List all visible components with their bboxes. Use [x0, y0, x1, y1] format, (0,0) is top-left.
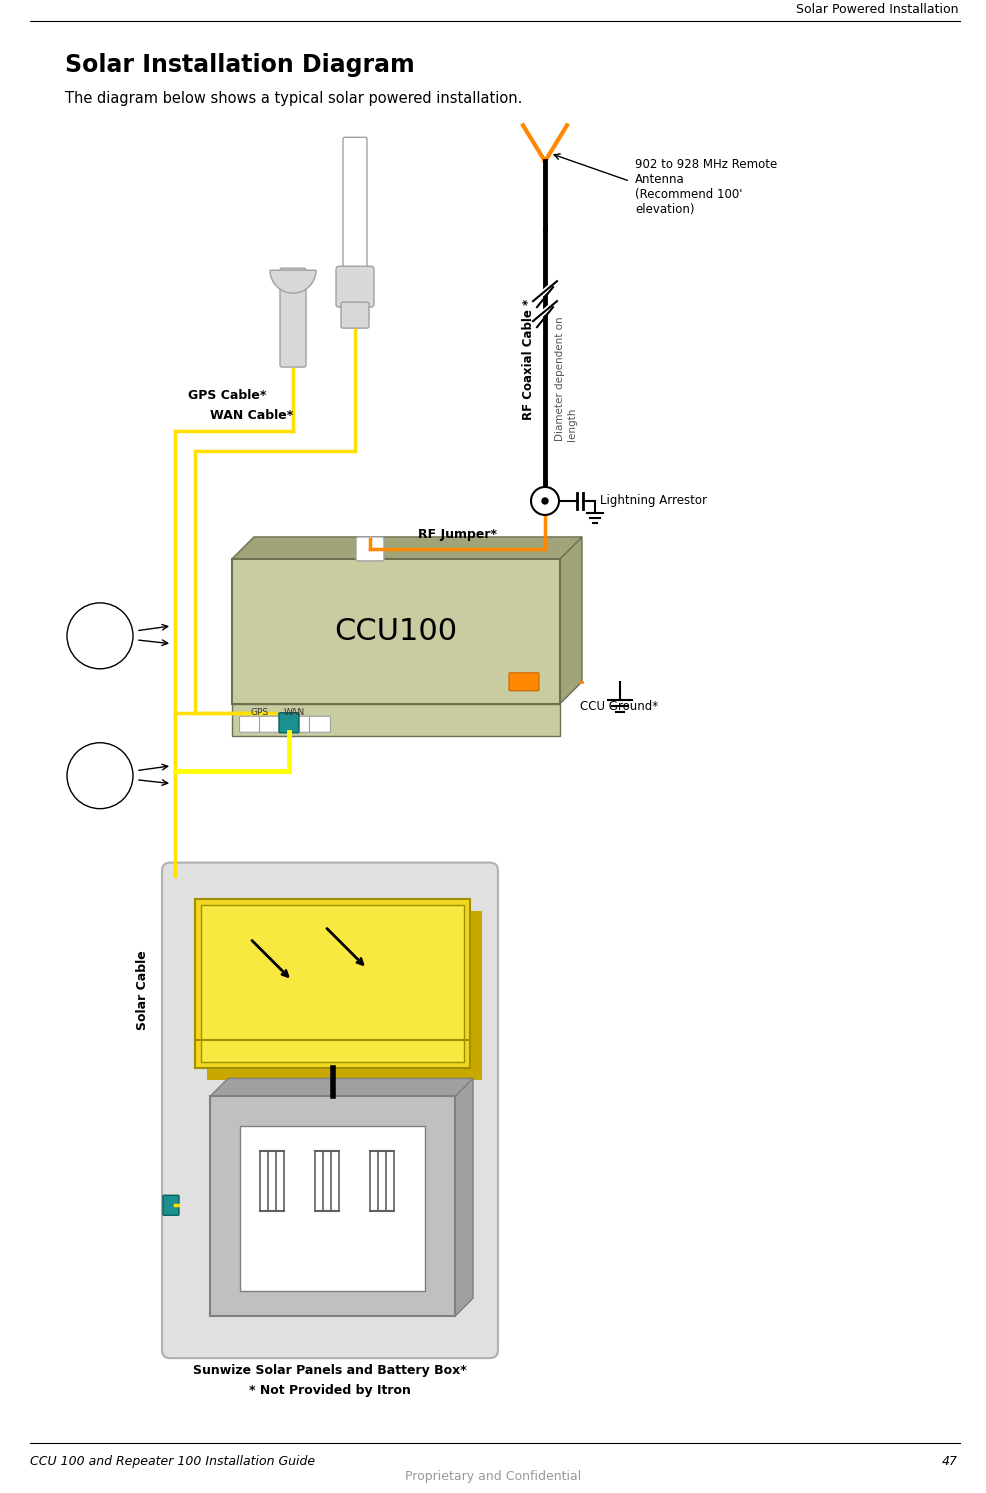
FancyBboxPatch shape: [280, 269, 306, 367]
Text: Proprietary and Confidential: Proprietary and Confidential: [404, 1471, 581, 1483]
FancyBboxPatch shape: [509, 673, 538, 691]
FancyBboxPatch shape: [335, 266, 374, 308]
Text: RF Jumper*: RF Jumper*: [418, 529, 497, 540]
FancyBboxPatch shape: [289, 717, 311, 732]
Polygon shape: [210, 1078, 472, 1096]
FancyBboxPatch shape: [240, 717, 260, 732]
Text: WAN Cable*: WAN Cable*: [210, 409, 293, 423]
Text: GPS: GPS: [250, 708, 269, 717]
Text: WAN: WAN: [283, 708, 305, 717]
FancyBboxPatch shape: [195, 899, 469, 1069]
Text: Diameter dependent on
length: Diameter dependent on length: [554, 317, 576, 442]
FancyBboxPatch shape: [207, 911, 481, 1081]
Text: 12 Feet: 12 Feet: [81, 761, 119, 772]
Text: 902 to 928 MHz Remote
Antenna
(Recommend 100'
elevation): 902 to 928 MHz Remote Antenna (Recommend…: [634, 158, 776, 216]
Text: Sunwize Solar Panels and Battery Box*: Sunwize Solar Panels and Battery Box*: [193, 1365, 466, 1377]
FancyBboxPatch shape: [240, 1126, 425, 1291]
Circle shape: [67, 603, 133, 669]
Text: GPS Cable*: GPS Cable*: [187, 390, 266, 402]
Text: CCU 100 and Repeater 100 Installation Guide: CCU 100 and Repeater 100 Installation Gu…: [30, 1456, 315, 1468]
FancyBboxPatch shape: [279, 712, 299, 733]
Circle shape: [67, 742, 133, 809]
Circle shape: [530, 487, 558, 515]
Text: The diagram below shows a typical solar powered installation.: The diagram below shows a typical solar …: [65, 91, 522, 106]
Text: CCU100: CCU100: [334, 617, 458, 646]
Text: Solar Powered Installation: Solar Powered Installation: [795, 3, 957, 16]
Text: Lightning Arrestor: Lightning Arrestor: [599, 494, 706, 508]
Polygon shape: [232, 537, 582, 558]
Text: CCU Ground*: CCU Ground*: [580, 700, 658, 712]
Wedge shape: [270, 270, 316, 293]
FancyBboxPatch shape: [356, 537, 384, 561]
FancyBboxPatch shape: [232, 558, 559, 703]
Text: Max: Max: [89, 640, 110, 649]
Text: Max: Max: [89, 779, 110, 790]
Text: RF Coaxial Cable *: RF Coaxial Cable *: [522, 299, 534, 420]
Circle shape: [541, 499, 547, 505]
Text: Solar Installation Diagram: Solar Installation Diagram: [65, 54, 414, 78]
FancyBboxPatch shape: [343, 137, 367, 321]
Text: Solar Cable: Solar Cable: [135, 951, 148, 1030]
Text: 12 Feet: 12 Feet: [81, 623, 119, 632]
Text: * Not Provided by Itron: * Not Provided by Itron: [248, 1384, 410, 1397]
FancyBboxPatch shape: [340, 302, 369, 328]
FancyBboxPatch shape: [259, 717, 280, 732]
FancyBboxPatch shape: [310, 717, 330, 732]
FancyBboxPatch shape: [163, 1196, 178, 1215]
Text: 47: 47: [941, 1456, 957, 1468]
FancyBboxPatch shape: [162, 863, 498, 1359]
FancyBboxPatch shape: [232, 703, 559, 736]
FancyBboxPatch shape: [210, 1096, 455, 1317]
Polygon shape: [559, 537, 582, 703]
FancyBboxPatch shape: [201, 905, 463, 1063]
Polygon shape: [455, 1078, 472, 1317]
